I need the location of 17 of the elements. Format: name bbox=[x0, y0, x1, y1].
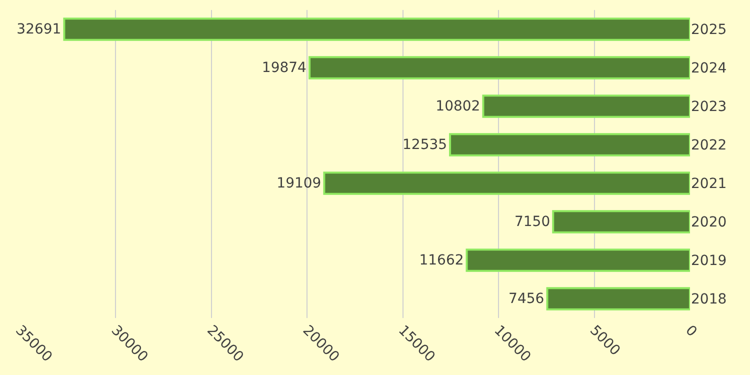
data-label: 10802 bbox=[436, 98, 480, 114]
y-tick-label: 2025 bbox=[691, 22, 727, 38]
data-label: 19109 bbox=[276, 175, 322, 192]
y-tick-label: 2021 bbox=[691, 176, 727, 192]
y-tick-label: 2018 bbox=[691, 292, 727, 308]
y-tick-label: 2024 bbox=[691, 60, 727, 77]
y-tick-label: 2023 bbox=[691, 99, 727, 116]
data-label: 11662 bbox=[419, 252, 464, 268]
y-tick-label: 2019 bbox=[691, 253, 727, 270]
x-tick-label: 0 bbox=[682, 322, 700, 340]
data-label: 32691 bbox=[16, 21, 62, 38]
y-tick-label: 2022 bbox=[691, 138, 727, 154]
data-label: 7456 bbox=[508, 290, 544, 307]
y-tick-label: 2020 bbox=[691, 214, 727, 231]
data-label: 19874 bbox=[262, 60, 307, 76]
data-label: 12535 bbox=[402, 136, 448, 153]
data-label: 7150 bbox=[514, 214, 550, 230]
